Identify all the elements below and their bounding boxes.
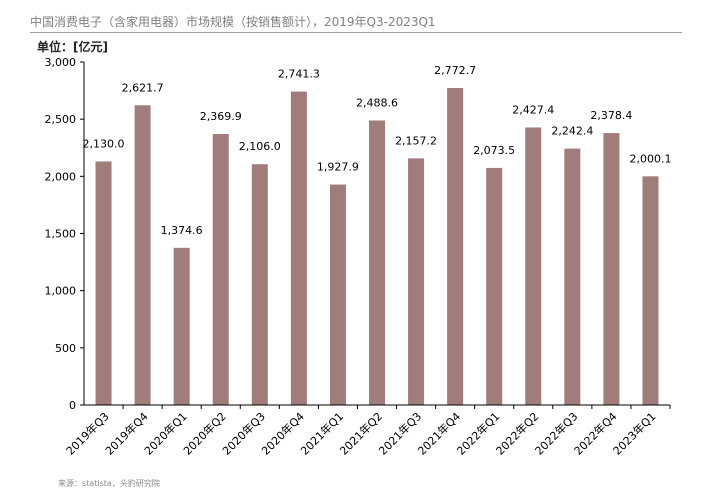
bar [408, 158, 425, 405]
data-label: 2,130.0 [83, 137, 125, 150]
bar [212, 134, 229, 405]
bar [251, 164, 268, 405]
y-tick-label: 2,500 [45, 113, 77, 126]
bar [447, 87, 464, 405]
bar [369, 120, 385, 406]
data-label: 2,157.2 [395, 134, 437, 147]
bars [95, 87, 659, 406]
title-divider [30, 32, 682, 33]
bar [329, 184, 346, 405]
bar [564, 148, 581, 405]
data-label: 2,369.9 [200, 110, 242, 123]
data-label: 2,242.4 [551, 125, 593, 138]
data-label: 2,000.1 [629, 152, 671, 165]
y-tick-label: 2,000 [45, 170, 77, 183]
data-label: 2,621.7 [122, 81, 164, 94]
y-axis: 0 500 1,000 1,500 2,000 2,500 3,000 [45, 56, 85, 412]
bar [642, 176, 659, 405]
bar [134, 105, 151, 406]
data-label: 2,741.3 [278, 68, 320, 81]
bar [290, 91, 307, 405]
value-labels: 2,130.0 2,621.7 1,374.6 2,369.9 2,106.0 2,741… [83, 64, 672, 237]
y-tick-label: 1,000 [45, 285, 77, 298]
x-axis: 2019年Q32019年Q42020年Q12020年Q22020年Q32020年… [63, 404, 671, 458]
data-label: 2,772.7 [434, 64, 476, 77]
bar [173, 247, 190, 405]
data-label: 2,073.5 [473, 144, 515, 157]
data-label: 1,927.9 [317, 161, 359, 174]
data-label: 1,374.6 [161, 224, 203, 237]
data-label: 2,106.0 [239, 140, 281, 153]
bar [603, 133, 620, 406]
source-note: 来源：statista，头豹研究院 [58, 479, 160, 488]
unit-label: 单位：[亿元] [37, 40, 108, 54]
bar [525, 127, 542, 405]
data-label: 2,427.4 [512, 103, 554, 116]
y-tick-label: 3,000 [45, 56, 77, 69]
data-label: 2,378.4 [590, 109, 632, 122]
y-tick-label: 0 [69, 399, 76, 412]
y-tick-label: 1,500 [45, 228, 77, 241]
chart-title: 中国消费电子（含家用电器）市场规模（按销售额计），2019年Q3-2023Q1 [30, 15, 436, 29]
bar [486, 167, 503, 405]
bar [95, 161, 112, 405]
data-label: 2,488.6 [356, 96, 398, 109]
y-tick-label: 500 [55, 342, 76, 355]
x-tick-label: 2023年Q1 [610, 409, 659, 458]
